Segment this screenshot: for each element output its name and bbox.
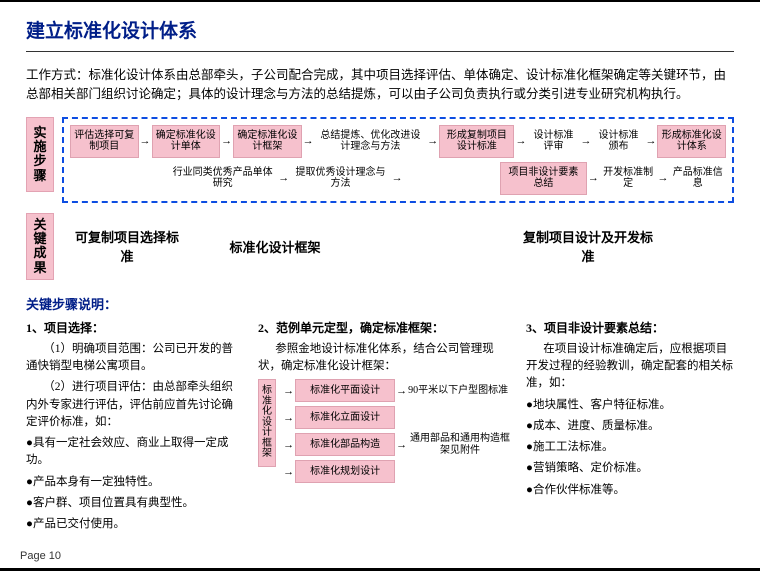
diagram-out: 90平米以下户型图标准	[408, 385, 508, 397]
arrow-icon: →	[220, 135, 233, 147]
arrow-icon: →	[282, 437, 295, 454]
arrow-icon: →	[395, 383, 408, 400]
arrow-icon: →	[579, 135, 592, 147]
arrow-icon: →	[395, 437, 408, 454]
diagram-row: →标准化立面设计	[282, 406, 512, 429]
frame-vlabel: 标准化设计框架	[258, 379, 276, 467]
col1-b3: ●客户群、项目位置具有典型性。	[26, 495, 244, 512]
col2-head: 2、范例单元定型，确定标准框架：	[258, 319, 512, 337]
title-rule	[26, 51, 734, 52]
diagram-box: 标准化平面设计	[295, 379, 395, 402]
col3-b4: ●营销策略、定价标准。	[526, 460, 734, 477]
kr-vlabel: 关键成果	[26, 213, 54, 280]
flow-node: 形成复制项目设计标准	[439, 125, 514, 158]
col3-b1: ●地块属性、客户特征标准。	[526, 397, 734, 414]
intro-text: 工作方式：标准化设计体系由总部牵头，子公司配合完成，其中项目选择评估、单体确定、…	[26, 66, 734, 105]
flow-node: 开发标准制定	[600, 165, 657, 192]
col-1: 1、项目选择： （1）明确项目范围：公司已开发的普通快销型电梯公寓项目。 （2）…	[26, 319, 244, 538]
col1-p2: （2）进行项目评估：由总部牵头组织内外专家进行评估，评估前应首先讨论确定评价标准…	[26, 379, 244, 431]
key-results-row: 关键成果 可复制项目选择标准 标准化设计框架 复制项目设计及开发标准	[26, 213, 734, 280]
diagram-box: 标准化部品构造	[295, 433, 395, 456]
diagram-box: 标准化规划设计	[295, 460, 395, 483]
arrow-icon: →	[391, 172, 404, 184]
col-3: 3、项目非设计要素总结： 在项目设计标准确定后，应根据项目开发过程的经验教训，确…	[526, 319, 734, 538]
arrow-icon: →	[587, 172, 600, 184]
diagram-box: 标准化立面设计	[295, 406, 395, 429]
col3-head: 3、项目非设计要素总结：	[526, 319, 734, 337]
col2-p1: 参照金地设计标准化体系，结合公司管理现状，确定标准化设计框架：	[258, 341, 512, 376]
flow-node: 产品标准信息	[669, 165, 726, 192]
flow-row-2: 行业同类优秀产品单体研究→提取优秀设计理念与方法→项目非设计要素总结→开发标准制…	[70, 162, 726, 195]
arrow-icon: →	[514, 135, 527, 147]
flow-node: 设计标准颁布	[592, 128, 644, 155]
col1-p1: （1）明确项目范围：公司已开发的普通快销型电梯公寓项目。	[26, 341, 244, 376]
col1-b1: ●具有一定社会效应、商业上取得一定成功。	[26, 435, 244, 470]
flow-node: 总结提炼、优化改进设计理念与方法	[315, 128, 427, 155]
diagram-row: →标准化部品构造→通用部品和通用构造框架见附件	[282, 433, 512, 456]
kr-item-3: 复制项目设计及开发标准	[518, 227, 658, 265]
page-number: Page 10	[20, 550, 61, 562]
arrow-icon: →	[282, 410, 295, 427]
flow-dashed-box: 评估选择可复制项目→确定标准化设计单体→确定标准化设计框架→总结提炼、优化改进设…	[62, 117, 734, 203]
diagram-out: 通用部品和通用构造框架见附件	[408, 433, 512, 456]
flow-row-1: 评估选择可复制项目→确定标准化设计单体→确定标准化设计框架→总结提炼、优化改进设…	[70, 125, 726, 158]
arrow-icon: →	[656, 172, 669, 184]
flow-node: 行业同类优秀产品单体研究	[168, 165, 277, 192]
diagram-row: →标准化规划设计	[282, 460, 512, 483]
flow-vlabel: 实施步骤	[26, 117, 54, 192]
col3-p1: 在项目设计标准确定后，应根据项目开发过程的经验教训，确定配套的相关标准，如：	[526, 341, 734, 393]
page-title: 建立标准化设计体系	[26, 16, 734, 43]
arrow-icon: →	[302, 135, 315, 147]
col3-b2: ●成本、进度、质量标准。	[526, 418, 734, 435]
col-2: 2、范例单元定型，确定标准框架： 参照金地设计标准化体系，结合公司管理现状，确定…	[258, 319, 512, 538]
section-head: 关键步骤说明：	[26, 294, 734, 313]
arrow-icon: →	[426, 135, 439, 147]
arrow-icon: →	[282, 464, 295, 481]
flow-node: 设计标准评审	[527, 128, 579, 155]
arrow-icon: →	[139, 135, 152, 147]
flow-node: 提取优秀设计理念与方法	[290, 165, 390, 192]
col3-b5: ●合作伙伴标准等。	[526, 482, 734, 499]
arrow-icon: →	[277, 172, 290, 184]
flow-node: 评估选择可复制项目	[70, 125, 139, 158]
arrow-icon: →	[282, 383, 295, 400]
flow-node: 确定标准化设计单体	[152, 125, 221, 158]
col3-b3: ●施工工法标准。	[526, 439, 734, 456]
flow-node: 项目非设计要素总结	[500, 162, 587, 195]
frame-rows: →标准化平面设计→90平米以下户型图标准→标准化立面设计→标准化部品构造→通用部…	[282, 379, 512, 487]
flow-node: 确定标准化设计框架	[233, 125, 302, 158]
columns: 1、项目选择： （1）明确项目范围：公司已开发的普通快销型电梯公寓项目。 （2）…	[26, 319, 734, 538]
kr-item-2: 标准化设计框架	[220, 237, 330, 256]
col1-b4: ●产品已交付使用。	[26, 516, 244, 533]
arrow-icon: →	[644, 135, 657, 147]
kr-item-1: 可复制项目选择标准	[72, 227, 182, 265]
flow-section: 实施步骤 评估选择可复制项目→确定标准化设计单体→确定标准化设计框架→总结提炼、…	[26, 117, 734, 203]
col2-diagram: 标准化设计框架 →标准化平面设计→90平米以下户型图标准→标准化立面设计→标准化…	[258, 379, 512, 487]
col1-head: 1、项目选择：	[26, 319, 244, 337]
col1-b2: ●产品本身有一定独特性。	[26, 474, 244, 491]
diagram-row: →标准化平面设计→90平米以下户型图标准	[282, 379, 512, 402]
flow-node: 形成标准化设计体系	[657, 125, 726, 158]
